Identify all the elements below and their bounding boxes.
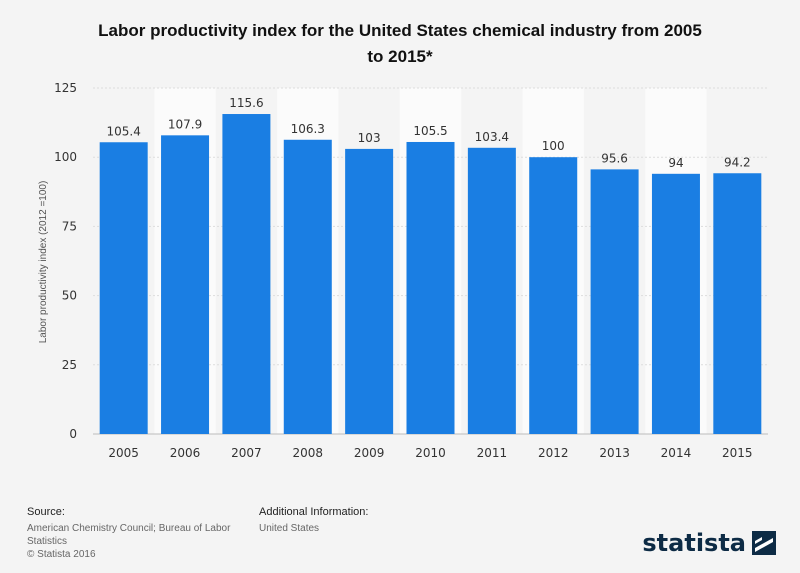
chart-title-line-1: Labor productivity index for the United … [98,21,702,40]
bar-2005[interactable] [99,142,148,434]
data-label-2015: 94.2 [724,155,751,169]
additional-info-block: Additional Information: United States [259,506,368,535]
bar-2010[interactable] [406,141,455,434]
bar-2013[interactable] [590,169,639,434]
data-label-2012: 100 [542,139,565,153]
x-tick-label-2009: 2009 [354,446,385,460]
x-tick-label-2015: 2015 [722,446,753,460]
bar-2015[interactable] [713,173,762,434]
bar-2009[interactable] [345,148,394,434]
data-label-2011: 103.4 [475,130,509,144]
x-tick-label-2012: 2012 [538,446,569,460]
source-line-2: Statistics [27,536,68,547]
y-axis-label: Labor productivity index (2012 =100) [38,181,49,344]
data-labels: 105.4 107.9 115.6 106.3 103 105.5 103.4 100 95.6… [107,96,751,170]
x-tick-label-2008: 2008 [292,446,323,460]
data-label-2010: 105.5 [413,124,447,138]
statista-brand[interactable]: statista [642,529,776,557]
data-label-2007: 115.6 [229,96,263,110]
data-label-2009: 103 [358,131,381,145]
source-heading: Source: [27,506,65,518]
x-tick-label-2010: 2010 [415,446,446,460]
brand-name: statista [642,529,746,557]
bar-2012[interactable] [529,157,578,434]
y-tick-label: 0 [69,427,77,441]
data-label-2014: 94 [668,156,683,170]
x-tick-label-2011: 2011 [477,446,508,460]
y-tick-label: 125 [54,81,77,95]
bar-2014[interactable] [651,173,700,435]
y-axis-ticks: 0 25 50 75 100 125 [54,81,77,441]
bar-2006[interactable] [161,135,210,434]
data-label-2013: 95.6 [601,151,628,165]
x-tick-label-2005: 2005 [108,446,139,460]
source-block: Source: American Chemistry Council; Bure… [27,506,230,561]
source-line-1: American Chemistry Council; Bureau of La… [27,523,231,534]
bar-2011[interactable] [467,147,516,434]
x-tick-label-2006: 2006 [170,446,201,460]
x-tick-label-2014: 2014 [661,446,692,460]
chart-title: Labor productivity index for the United … [40,18,760,70]
y-tick-label: 50 [62,289,77,303]
x-tick-label-2007: 2007 [231,446,262,460]
additional-info-heading: Additional Information: [259,506,369,518]
data-label-2006: 107.9 [168,117,202,131]
copyright: © Statista 2016 [27,549,96,560]
additional-info-text: United States [259,523,320,534]
bar-2007[interactable] [222,114,271,435]
x-tick-label-2013: 2013 [599,446,630,460]
y-tick-label: 100 [54,150,77,164]
chart-title-line-2: to 2015* [367,47,433,66]
statista-logo-icon [752,531,776,555]
data-label-2008: 106.3 [291,122,325,136]
y-tick-label: 75 [62,219,77,233]
bars [99,114,762,435]
data-label-2005: 105.4 [107,124,141,138]
bar-2008[interactable] [283,139,332,434]
x-axis-ticks: 2005 2006 2007 2008 2009 2010 2011 2012 2013 2014… [108,446,752,460]
y-tick-label: 25 [62,358,77,372]
